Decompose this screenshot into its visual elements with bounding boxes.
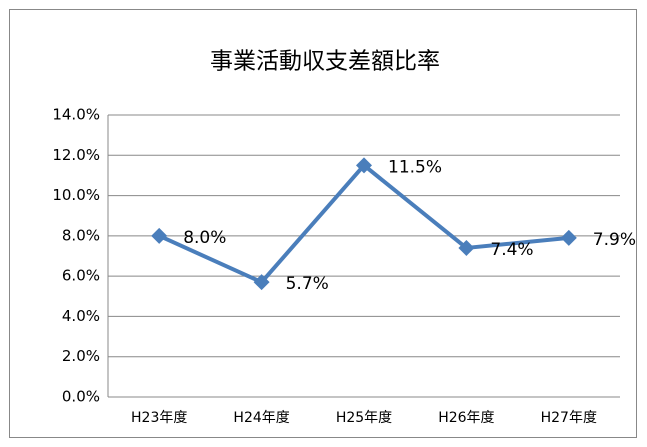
data-label: 8.0% xyxy=(183,228,226,248)
x-tick-label: H24年度 xyxy=(233,410,289,426)
y-tick-label: 12.0% xyxy=(52,146,100,164)
y-tick-label: 4.0% xyxy=(62,307,100,325)
data-point xyxy=(151,227,168,244)
data-label: 11.5% xyxy=(388,157,442,177)
data-label: 5.7% xyxy=(286,274,329,294)
chart-frame xyxy=(9,9,637,438)
y-tick-label: 10.0% xyxy=(52,186,100,204)
x-tick-label: H27年度 xyxy=(541,410,597,426)
data-label: 7.4% xyxy=(490,240,533,260)
x-tick-label: H25年度 xyxy=(336,410,392,426)
y-tick-label: 8.0% xyxy=(62,226,100,244)
data-label: 7.9% xyxy=(593,230,636,250)
y-tick-label: 0.0% xyxy=(62,388,100,406)
data-point xyxy=(458,239,475,256)
data-point xyxy=(560,229,577,246)
y-tick-label: 6.0% xyxy=(62,267,100,285)
y-tick-label: 14.0% xyxy=(52,106,100,124)
x-tick-label: H26年度 xyxy=(438,410,494,426)
y-tick-label: 2.0% xyxy=(62,347,100,365)
data-point xyxy=(356,157,372,174)
chart-title: 事業活動収支差額比率 xyxy=(210,49,440,75)
data-point xyxy=(253,274,270,291)
x-tick-label: H23年度 xyxy=(131,410,187,426)
